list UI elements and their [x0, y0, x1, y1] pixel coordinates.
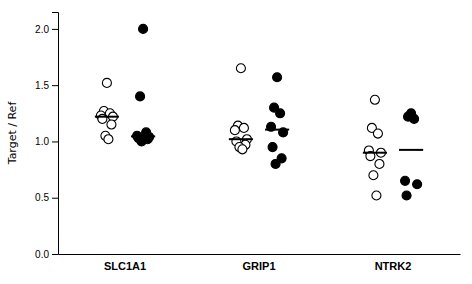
point — [273, 73, 282, 82]
x-tick: SLC1A1 — [104, 260, 146, 272]
y-tick: 0.0 — [35, 249, 58, 260]
y-axis-title: Target / Ref — [6, 101, 19, 166]
x-tick-label: NTRK2 — [375, 260, 412, 272]
y-tick-label: 0.0 — [35, 249, 49, 260]
plot-area — [95, 24, 423, 200]
y-tick-mark — [52, 254, 58, 255]
point — [402, 191, 411, 200]
point — [413, 180, 422, 189]
point — [369, 171, 378, 180]
y-tick-mark — [52, 85, 58, 86]
median-line — [265, 129, 289, 131]
point — [401, 176, 410, 185]
point — [370, 95, 379, 104]
point — [268, 143, 277, 152]
median-line — [229, 138, 253, 140]
y-tick-label: 2.0 — [35, 24, 49, 35]
y-tick-mark — [52, 29, 58, 30]
point — [236, 64, 245, 73]
point — [239, 123, 248, 132]
y-tick-label: 0.5 — [35, 192, 49, 203]
point — [372, 191, 381, 200]
x-tick-label: SLC1A1 — [104, 260, 146, 272]
point — [230, 126, 239, 135]
x-tick: GRIP1 — [242, 260, 275, 272]
point — [107, 120, 116, 129]
median-line — [95, 116, 119, 118]
point — [373, 129, 382, 138]
point — [238, 145, 247, 154]
y-axis: 0.0 0.5 1.0 1.5 2.0 — [35, 13, 58, 260]
median-line — [131, 135, 155, 137]
x-tick-label: GRIP1 — [242, 260, 275, 272]
y-axis-line — [52, 13, 59, 255]
point — [136, 92, 145, 101]
y-tick: 0.5 — [35, 192, 58, 203]
point — [104, 135, 113, 144]
point — [139, 24, 148, 33]
point — [276, 109, 285, 118]
y-tick-label: 1.5 — [35, 80, 49, 91]
median-line — [399, 149, 423, 151]
y-tick-label: 1.0 — [35, 136, 49, 147]
x-axis-line — [59, 254, 461, 255]
point — [375, 159, 384, 168]
x-tick: NTRK2 — [375, 260, 412, 272]
y-tick: 1.0 — [35, 136, 58, 147]
series-1 — [131, 24, 423, 200]
y-tick-mark — [52, 198, 58, 199]
point — [410, 114, 419, 123]
point — [137, 137, 146, 146]
median-line — [363, 152, 387, 154]
chart: 0.0 0.5 1.0 1.5 2.0 SLC1A1 GRIP1 NTRK2 Target / … — [0, 0, 472, 284]
y-tick: 2.0 — [35, 24, 58, 35]
point — [271, 159, 280, 168]
series-0 — [95, 64, 387, 200]
point — [102, 78, 111, 87]
x-axis: SLC1A1 GRIP1 NTRK2 — [59, 255, 461, 272]
y-tick-mark — [52, 141, 58, 142]
y-tick: 1.5 — [35, 80, 58, 91]
